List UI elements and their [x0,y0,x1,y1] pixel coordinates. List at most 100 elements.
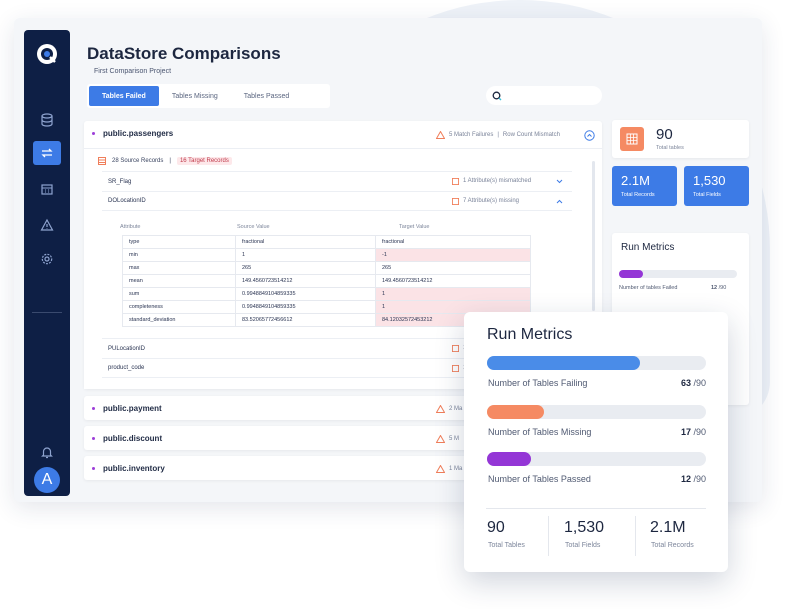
app-window: A DataStore Comparisons First Comparison… [14,18,762,502]
target-value-cell: 265 [375,261,531,275]
total-tables-label: Total Tables [488,542,525,549]
run-metrics-panel: Run Metrics Number of Tables Failing 63 /… [464,312,728,572]
source-value-cell: 149.4560723514212 [235,274,376,288]
sidebar-divider [32,312,62,313]
target-value-cell: 149.4560723514212 [375,274,531,288]
attribute-cell: min [122,248,236,262]
attribute-row[interactable]: DOLocationID 7 Attribute(s) missing [102,191,572,211]
bell-icon [41,447,53,459]
chevron-up-icon[interactable] [556,199,563,204]
progress-bar [619,270,737,278]
table-status: 2 Ma [436,405,462,413]
page-title: DataStore Comparisons [87,44,281,63]
run-metrics-title: Run Metrics [621,242,675,253]
page-subtitle: First Comparison Project [94,68,172,75]
chevron-up-icon[interactable] [584,130,595,141]
column-header: Target Value [399,224,430,230]
value-table: type fractional fractional min 1 -1 max 265 265 m… [122,235,531,327]
tab-tables-passed[interactable]: Tables Passed [243,92,290,100]
avatar[interactable]: A [34,467,60,493]
divider [635,516,636,556]
table-icon [452,364,459,372]
metric-label: Number of tables Failed [619,285,678,291]
total-fields-value: 1,530 [564,519,605,536]
progress-bar [487,452,706,466]
table-dot-icon [92,132,95,135]
search-icon [492,91,502,100]
table-icon [98,157,106,165]
target-value-cell: -1 [375,248,531,262]
divider [548,516,549,556]
target-records-badge: 16 Target Records [176,157,232,165]
table-name: public.payment [103,404,162,413]
attribute-cell: type [122,235,236,249]
table-name: public.discount [103,434,163,443]
sidebar-item-alerts[interactable] [33,213,61,237]
table-icon [452,178,459,185]
table-dot-icon [92,407,95,410]
warning-icon [40,218,54,231]
warning-icon [436,435,445,443]
table-dot-icon [92,437,95,440]
calendar-icon [41,184,53,195]
tab-tables-failed[interactable]: Tables Failed [89,86,159,106]
attribute-cell: mean [122,274,236,288]
total-records-value: 2.1M [650,519,686,536]
total-records-label: Total Records [651,542,694,549]
tab-tables-missing[interactable]: Tables Missing [171,92,218,100]
metric-label: Number of Tables Passed [488,474,591,484]
progress-bar [487,405,706,419]
attribute-cell: standard_deviation [122,313,236,327]
total-fields-value: 1,530 [693,173,726,188]
table-name: public.inventory [103,464,165,473]
sidebar: A [24,30,70,496]
total-fields-label: Total Fields [693,192,721,198]
settings-icon [41,253,53,265]
warning-icon [436,405,445,413]
attribute-cell: completeness [122,300,236,314]
total-tables-card: 90 Total tables [612,120,749,158]
source-value-cell: 265 [235,261,376,275]
total-tables-value: 90 [487,519,505,536]
attribute-cell: max [122,261,236,275]
warning-icon [436,131,445,139]
table-icon [452,197,459,205]
source-value-cell: 0.9948849104859335 [235,287,376,301]
logo-icon[interactable] [35,42,59,66]
search-input[interactable] [486,86,602,105]
table-card-passengers[interactable]: public.passengers 5 Match Failures | Row C… [84,121,602,389]
scrollbar[interactable] [592,161,595,311]
metric-value: 12 /90 [680,474,706,484]
metric-label: Number of Tables Failing [488,378,588,388]
table-name: public.passengers [92,129,173,138]
column-header: Source Value [237,224,270,230]
source-value-cell: 1 [235,248,376,262]
source-value-cell: 83.52065772456612 [235,313,376,327]
table-row: sum 0.9948849104859335 1 [122,287,531,301]
sidebar-item-notifications[interactable] [33,440,61,464]
sidebar-item-settings[interactable] [33,247,61,271]
attribute-status: 7 Attribute(s) missing [452,197,519,205]
chevron-down-icon[interactable] [556,179,563,184]
sidebar-item-compare[interactable] [33,141,61,165]
divider [486,508,706,509]
attribute-row[interactable]: SR_Flag 1 Attribute(s) mismatched [102,171,572,191]
total-records-value: 2.1M [621,173,650,188]
attribute-status: 1 Attribute(s) mismatched [452,178,531,185]
source-value-cell: 0.9948849104859335 [235,300,376,314]
total-fields-label: Total Fields [565,542,601,549]
table-row: max 265 265 [122,261,531,275]
progress-bar-fill [487,405,544,419]
sidebar-item-calendar[interactable] [33,177,61,201]
table-icon [452,345,459,352]
total-fields-card: 1,530 Total Fields [684,166,749,206]
tab-bar: Tables Failed Tables Missing Tables Pass… [87,84,330,108]
total-records-card: 2.1M Total Records [612,166,677,206]
target-value-cell: fractional [375,235,531,249]
attribute-cell: sum [122,287,236,301]
calendar-icon [620,127,644,151]
metric-value: 17 /90 [680,427,706,437]
compare-icon [41,148,53,158]
database-icon [41,113,53,127]
sidebar-item-database[interactable] [33,108,61,132]
